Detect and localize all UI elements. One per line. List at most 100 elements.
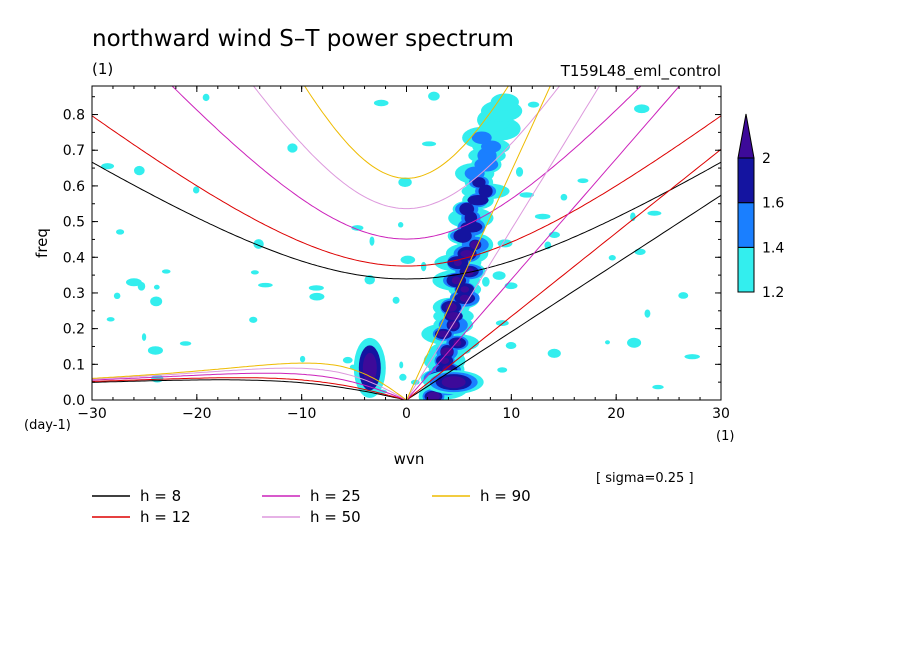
gravity-curve bbox=[92, 115, 721, 267]
spectrum-speckle bbox=[287, 143, 298, 153]
chart-title: northward wind S–T power spectrum bbox=[92, 26, 514, 52]
spectrum-speckle bbox=[141, 333, 147, 341]
axes: −30 −20 −10 0 10 20 30 0.0 0.1 0.2 0.3 0.4 0.5 0.6 0.7… bbox=[63, 86, 730, 422]
spectrum-speckle bbox=[364, 275, 375, 285]
spectrum-speckle bbox=[179, 341, 192, 346]
spectrum-speckle bbox=[369, 236, 375, 246]
spectrum-speckle bbox=[492, 271, 506, 280]
plot-frame bbox=[91, 85, 722, 401]
x-tick-label: 10 bbox=[502, 406, 520, 422]
colorbar-label: 1.4 bbox=[762, 240, 784, 256]
spectrum-speckle bbox=[249, 316, 258, 323]
gravity-curve bbox=[252, 86, 561, 210]
legend-label: h = 50 bbox=[310, 508, 361, 526]
y-tick-label: 0.1 bbox=[63, 357, 85, 373]
spectrum-ridge bbox=[478, 184, 493, 198]
spectrum-speckle bbox=[153, 284, 160, 290]
spectrum-speckle bbox=[308, 285, 324, 291]
x-tick-label: −20 bbox=[182, 406, 212, 422]
spectrum-speckle bbox=[652, 384, 664, 390]
spectrum-base bbox=[441, 376, 466, 389]
spectrum-speckle bbox=[519, 192, 534, 198]
legend: h = 8 h = 12 h = 25 h = 50 h = 90 bbox=[92, 487, 531, 526]
legend-label: h = 25 bbox=[310, 487, 361, 505]
spectrum-speckle bbox=[116, 229, 125, 235]
colorbar-label: 2 bbox=[762, 151, 771, 167]
spectrum-speckle bbox=[397, 222, 404, 228]
spectrum-speckle bbox=[101, 163, 115, 170]
spectrum-speckle bbox=[399, 373, 407, 381]
spectrum-speckle bbox=[515, 167, 524, 177]
spectrum-speckle bbox=[634, 104, 650, 114]
colorbar-label: 1.6 bbox=[762, 196, 784, 212]
spectrum-speckle bbox=[547, 348, 561, 358]
spectrum-westward-blob bbox=[362, 352, 377, 383]
kelvin-curve bbox=[406, 86, 551, 400]
spectrum-speckle bbox=[527, 101, 540, 108]
kelvin-curve bbox=[406, 86, 681, 400]
spectrum-speckle bbox=[161, 269, 171, 274]
rossby-curve bbox=[92, 367, 407, 400]
rossby-curve bbox=[92, 379, 407, 400]
spectrum-speckle bbox=[106, 317, 115, 322]
spectrum-ridge bbox=[460, 286, 470, 293]
spectrum-speckle bbox=[309, 292, 325, 301]
colorbar-arrow bbox=[737, 113, 755, 159]
y-tick-label: 0.4 bbox=[63, 250, 85, 266]
spectrum-speckle bbox=[422, 141, 437, 147]
spectrum-speckle bbox=[560, 193, 568, 201]
x-tick-label: −10 bbox=[287, 406, 317, 422]
spectrum-ridge bbox=[490, 93, 519, 111]
spectrum-ridge bbox=[426, 391, 441, 400]
dispersion-curves bbox=[92, 86, 721, 400]
y-tick-label: 0.2 bbox=[63, 322, 85, 338]
spectrum-ridge bbox=[459, 294, 470, 302]
spectrum-ridge bbox=[460, 221, 483, 233]
gravity-curve bbox=[171, 86, 642, 240]
spectrum-speckle bbox=[608, 255, 616, 261]
spectrum-speckle bbox=[373, 99, 389, 107]
x-unit-label: (1) bbox=[716, 429, 734, 444]
spectrum-speckle bbox=[399, 361, 404, 369]
y-axis-label: freq bbox=[33, 228, 51, 258]
y-tick-label: 0.3 bbox=[63, 286, 85, 302]
x-tick-label: 20 bbox=[607, 406, 625, 422]
title-unit: (1) bbox=[92, 60, 113, 78]
spectrum-ridge bbox=[481, 140, 502, 153]
spectrum-speckle bbox=[134, 165, 145, 176]
spectrum-speckle bbox=[505, 342, 517, 349]
spectrum-ridge bbox=[467, 194, 489, 206]
rossby-curve bbox=[92, 372, 407, 400]
sigma-note: [ sigma=0.25 ] bbox=[596, 471, 694, 486]
y-tick-label: 0.7 bbox=[63, 143, 85, 159]
spectrum-speckle bbox=[534, 213, 551, 220]
spectrum-speckle bbox=[342, 356, 353, 364]
spectrum-speckle bbox=[684, 354, 700, 360]
legend-label: h = 8 bbox=[140, 487, 181, 505]
spectrum-speckle bbox=[147, 346, 163, 355]
spectrum-speckle bbox=[192, 186, 200, 194]
legend-label: h = 12 bbox=[140, 508, 191, 526]
x-axis-label: wvn bbox=[394, 450, 425, 468]
colorbar-label: 1.2 bbox=[762, 285, 784, 301]
y-tick-label: 0.8 bbox=[63, 108, 85, 124]
y-tick-label: 0.5 bbox=[63, 215, 85, 231]
spectrum-speckle bbox=[627, 337, 642, 348]
spectrum-speckle bbox=[250, 270, 259, 275]
colorbar-swatch bbox=[737, 157, 755, 204]
spectrum-speckle bbox=[420, 261, 427, 272]
spectrum-speckle bbox=[577, 178, 589, 184]
colorbar-swatch bbox=[737, 202, 755, 248]
spectrum-speckle bbox=[400, 255, 416, 264]
x-tick-label: 0 bbox=[402, 406, 411, 422]
spectrum-speckle bbox=[410, 379, 420, 385]
spectrum-speckle bbox=[125, 278, 142, 287]
rossby-curve bbox=[92, 362, 407, 400]
spectrum-speckle bbox=[202, 93, 210, 102]
kelvin-curve bbox=[406, 86, 601, 400]
spectrum-speckle bbox=[497, 367, 508, 373]
spectrum-shading bbox=[101, 91, 700, 400]
spectrum-speckle bbox=[678, 292, 689, 299]
y-tick-label: 0.6 bbox=[63, 179, 85, 195]
spectrum-speckle bbox=[644, 309, 651, 318]
